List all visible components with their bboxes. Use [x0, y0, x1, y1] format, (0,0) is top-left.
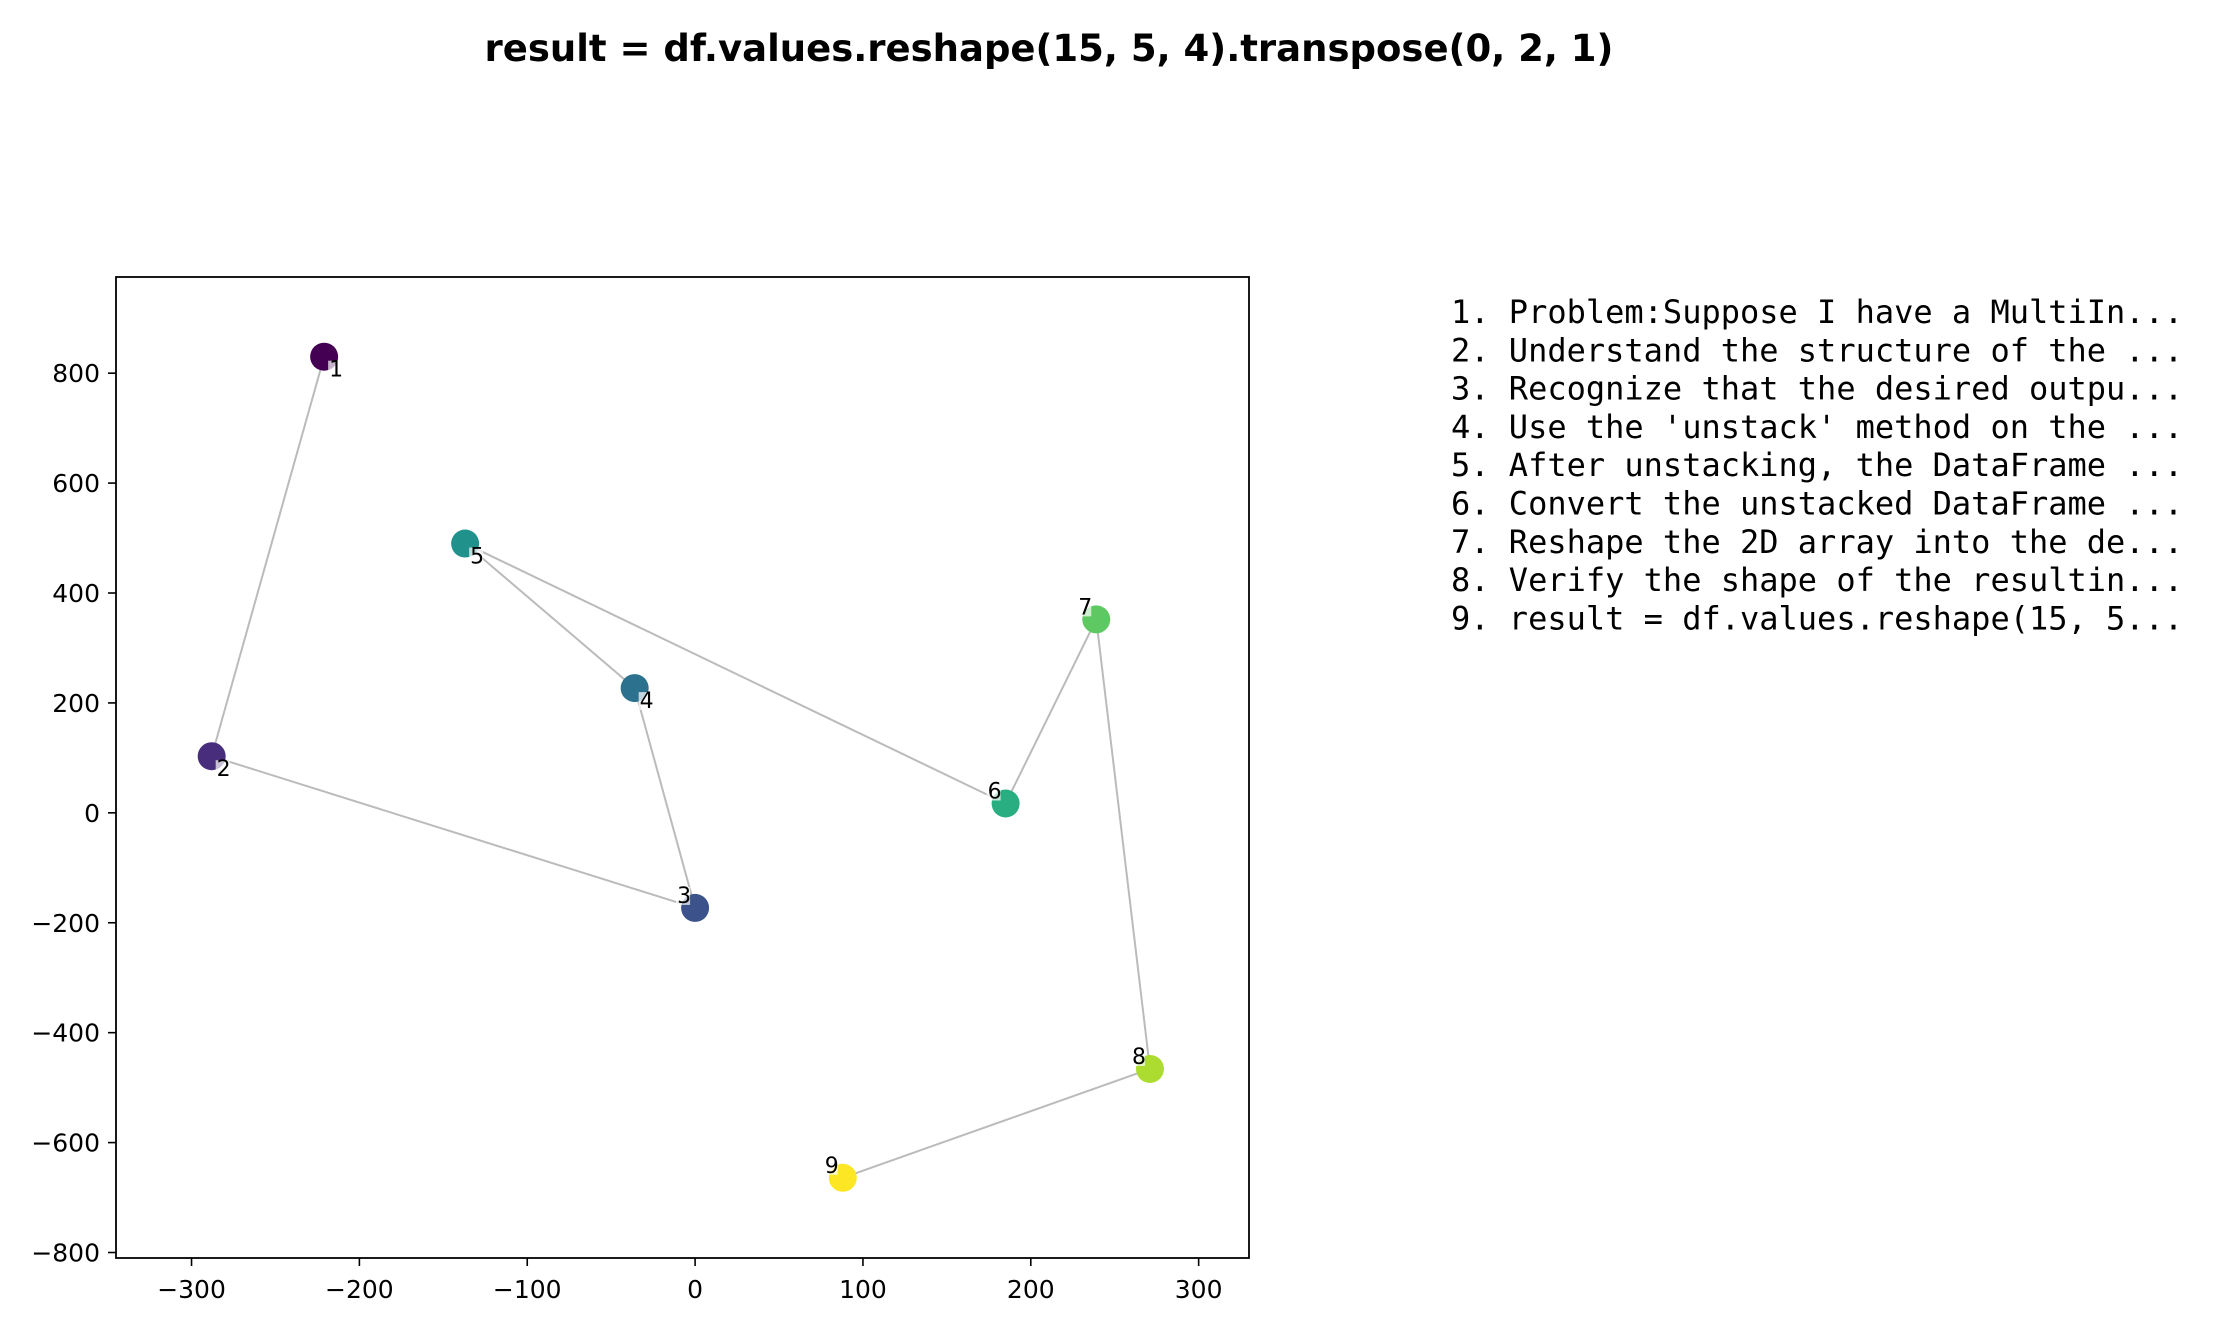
step-item: 5. After unstacking, the DataFrame ...: [1451, 446, 2183, 484]
point-label: 6: [988, 779, 1002, 804]
point-labels: 1 2 3 4 5 6 7 8 9: [215, 358, 1146, 1179]
step-item: 4. Use the 'unstack' method on the ...: [1451, 408, 2183, 446]
point-label-background: [986, 782, 1001, 801]
point-label-background: [823, 1156, 838, 1175]
x-tick-label: 100: [839, 1275, 887, 1304]
y-tick-label: 600: [52, 469, 100, 498]
point-label-background: [469, 547, 484, 566]
connector-line: [464, 542, 636, 689]
x-tick-label: −200: [325, 1275, 394, 1304]
x-tick-label: −100: [493, 1275, 562, 1304]
step-item: 2. Understand the structure of the ...: [1451, 331, 2183, 369]
chart-title: result = df.values.reshape(15, 5, 4).tra…: [485, 27, 1614, 70]
step-item: 9. result = df.values.reshape(15, 5...: [1451, 599, 2183, 637]
point-label-background: [638, 692, 653, 711]
point-label: 5: [470, 545, 484, 570]
step-item: 6. Convert the unstacked DataFrame ...: [1451, 485, 2183, 523]
y-tick-label: 400: [52, 579, 100, 608]
point-label: 2: [217, 757, 231, 782]
point-label-background: [1130, 1047, 1145, 1066]
point-label-background: [328, 360, 343, 379]
plot-area: 1 2 3 4 5 6 7 8 9 −300 −200 −100 0 100 200 300 −800 −60…: [31, 276, 1250, 1304]
point-label: 7: [1078, 595, 1092, 620]
y-tick-label: 800: [52, 359, 100, 388]
x-axis: −300 −200 −100 0 100 200 300: [157, 1258, 1223, 1304]
steps-list: 1. Problem:Suppose I have a MultiIn...2.…: [1451, 293, 2183, 637]
x-tick-label: 300: [1175, 1275, 1223, 1304]
connector-line: [464, 542, 1007, 805]
point-label: 4: [640, 689, 654, 714]
x-tick-label: 200: [1007, 1275, 1055, 1304]
y-tick-label: −200: [31, 909, 100, 938]
connector-line: [210, 356, 326, 757]
x-tick-label: −300: [157, 1275, 226, 1304]
step-item: 7. Reshape the 2D array into the de...: [1451, 523, 2183, 561]
point-label: 9: [825, 1154, 839, 1179]
step-item: 1. Problem:Suppose I have a MultiIn...: [1451, 293, 2183, 331]
data-points: [197, 342, 1164, 1192]
point-label: 1: [329, 358, 343, 383]
step-item: 8. Verify the shape of the resultin...: [1451, 561, 2183, 599]
connector-line: [211, 755, 696, 909]
point-label-background: [215, 760, 230, 779]
connector-lines: [210, 356, 1151, 1179]
y-tick-label: −800: [31, 1239, 100, 1268]
connector-line: [633, 687, 697, 909]
y-tick-label: 0: [84, 799, 100, 828]
y-axis: −800 −600 −400 −200 0 200 400 600 800: [31, 359, 116, 1268]
x-tick-label: 0: [687, 1275, 703, 1304]
connector-line: [1095, 619, 1151, 1070]
step-item: 3. Recognize that the desired outpu...: [1451, 370, 2183, 408]
plot-frame: [115, 276, 1250, 1259]
point-label-background: [1077, 598, 1092, 617]
point-label: 3: [677, 884, 691, 909]
connector-line: [842, 1068, 1151, 1179]
y-tick-label: 200: [52, 689, 100, 718]
connector-line: [1004, 618, 1098, 804]
y-tick-label: −600: [31, 1129, 100, 1158]
point-label-background: [676, 886, 691, 905]
y-tick-label: −400: [31, 1019, 100, 1048]
point-label: 8: [1132, 1045, 1146, 1070]
